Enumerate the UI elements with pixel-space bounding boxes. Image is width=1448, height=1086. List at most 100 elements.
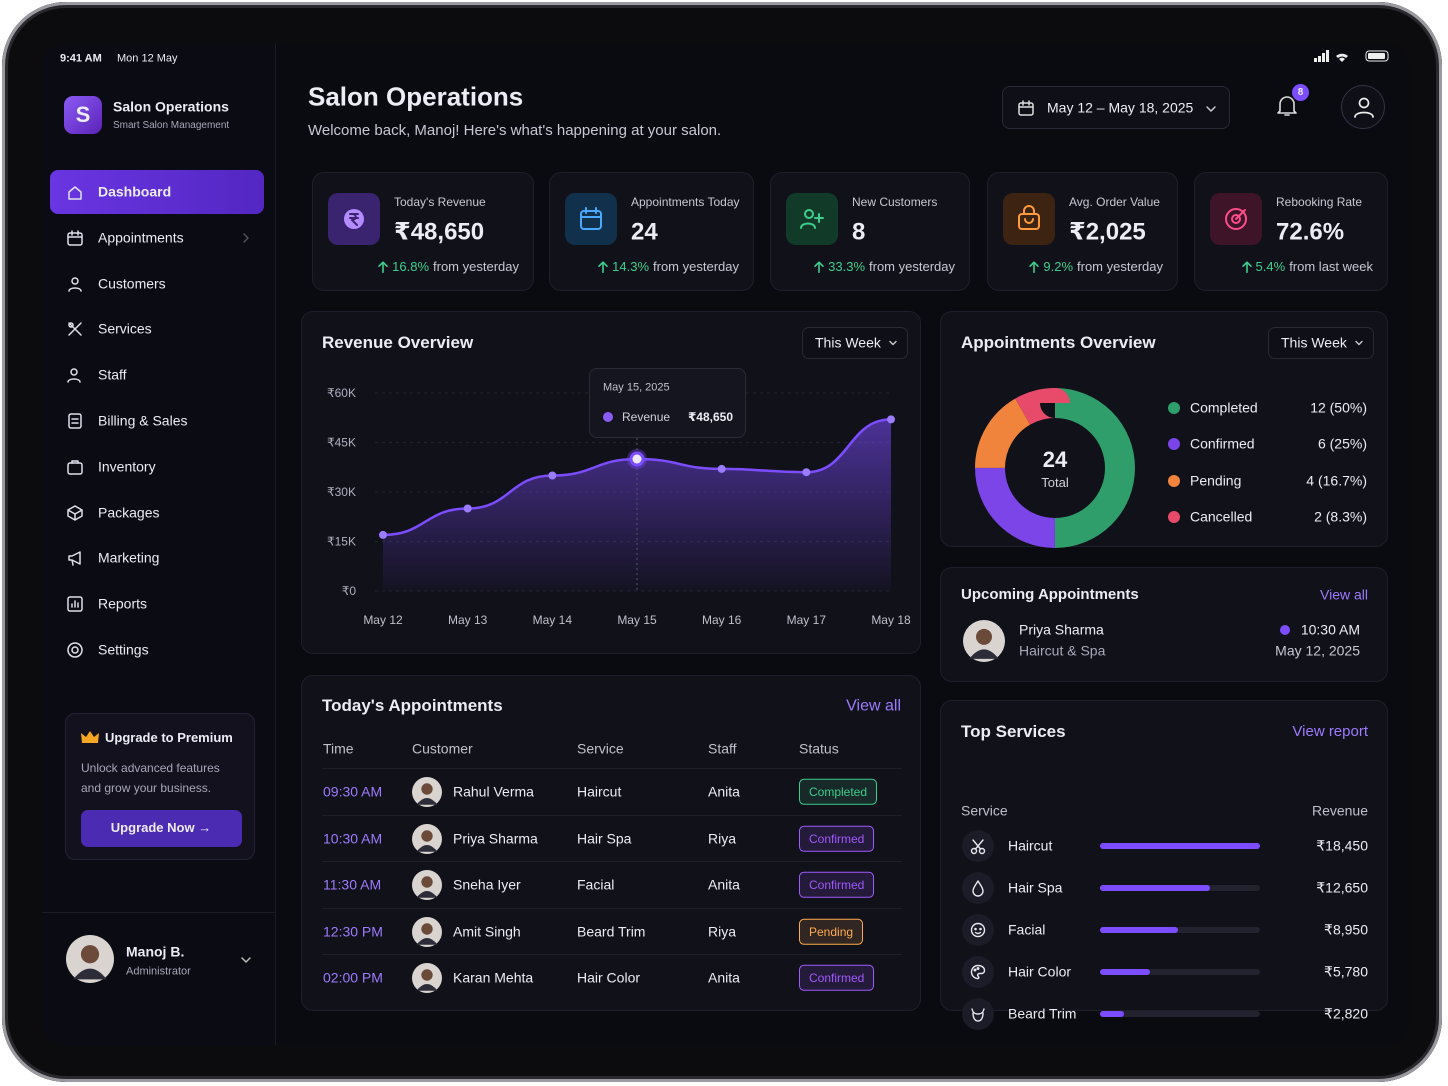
avatar	[412, 777, 442, 807]
nav-label: Customers	[98, 275, 166, 292]
nav-item[interactable]: Billing & Sales	[50, 399, 264, 443]
service-name: Hair Color	[1008, 963, 1072, 980]
nav-label: Packages	[98, 504, 160, 521]
stat-glyph	[344, 209, 364, 229]
service-revenue: ₹18,450	[1316, 837, 1368, 854]
profile-button[interactable]	[1341, 85, 1385, 129]
nav-item[interactable]: Appointments	[50, 216, 264, 260]
appointment-time: 10:30 AM	[1300, 621, 1360, 638]
staff: Anita	[708, 783, 740, 800]
column-header: Service	[577, 740, 624, 757]
bar	[1100, 927, 1178, 933]
up-arrow	[1029, 261, 1040, 273]
stat-value: ₹2,025	[1069, 218, 1146, 246]
nav-icon	[68, 276, 82, 292]
screen: 9:41 AM Mon 12 May S Salon Operations Smart …	[42, 44, 1409, 1045]
link[interactable]: View all	[1320, 586, 1368, 603]
area-fill	[383, 419, 891, 591]
stat-change-value: 9.2%	[1043, 259, 1074, 275]
stat-change-note: from yesterday	[1077, 259, 1163, 275]
avatar	[412, 963, 442, 993]
legend-dot	[1168, 474, 1180, 487]
divider	[42, 912, 275, 913]
bell-icon[interactable]	[1275, 94, 1299, 118]
stat-icon	[1210, 193, 1262, 245]
up-arrow	[378, 261, 388, 273]
nav-label: Settings	[98, 641, 149, 658]
upgrade-button[interactable]: Upgrade Now →	[81, 810, 242, 847]
nav-item[interactable]: Settings	[50, 628, 264, 672]
stat-change-note: from yesterday	[653, 259, 739, 275]
nav-item[interactable]: Services	[50, 307, 264, 351]
crown-icon	[81, 731, 99, 743]
stat-change-note: from yesterday	[869, 259, 955, 275]
filter-dropdown[interactable]: This Week	[1268, 327, 1374, 359]
column-header: Time	[323, 740, 354, 757]
legend-label: Pending	[1190, 472, 1242, 489]
filter-dropdown[interactable]: This Week	[802, 327, 908, 359]
card-title: Upcoming Appointments	[961, 586, 1139, 603]
filter-label: This Week	[1281, 334, 1347, 351]
avatar	[412, 916, 442, 947]
legend-value: 6 (25%)	[1317, 435, 1367, 452]
point	[887, 415, 895, 424]
nav-icon	[68, 551, 81, 567]
stat-icon	[328, 193, 380, 245]
x-tick-label: May 18	[871, 613, 911, 627]
nav-item[interactable]: Dashboard	[50, 170, 264, 214]
time-dot	[1280, 625, 1290, 635]
nav-label: Appointments	[98, 229, 184, 246]
status-icons	[1314, 50, 1389, 62]
page-subtitle: Welcome back, Manoj! Here's what's happe…	[308, 122, 722, 139]
link[interactable]: View all	[846, 697, 901, 715]
bar	[1100, 885, 1210, 891]
tooltip-dot	[603, 412, 613, 422]
point	[629, 451, 645, 467]
x-tick-label: May 12	[363, 613, 403, 627]
staff: Anita	[708, 969, 740, 986]
donut-segment	[975, 388, 1135, 548]
date-picker[interactable]: May 12 – May 18, 2025	[1002, 86, 1230, 129]
nav-item[interactable]: Inventory	[50, 445, 264, 489]
calendar-icon	[1018, 100, 1034, 116]
x-tick-label: May 14	[533, 613, 573, 627]
stat-change-value: 5.4%	[1255, 259, 1286, 275]
service-name: Haircut	[1008, 837, 1053, 854]
card-title: Revenue Overview	[322, 332, 474, 352]
link[interactable]: View report	[1292, 723, 1368, 740]
nav-item[interactable]: Marketing	[50, 536, 264, 580]
avatar	[412, 823, 442, 854]
stat-value: 24	[631, 218, 658, 246]
point	[548, 471, 557, 480]
service-glyph	[970, 964, 986, 980]
card-title: Today's Appointments	[322, 695, 503, 715]
column-header: Service	[961, 802, 1008, 819]
stat-label: Rebooking Rate	[1276, 194, 1363, 209]
stat-change-note: from yesterday	[433, 259, 519, 275]
bar-track	[1100, 1011, 1260, 1017]
nav-item[interactable]: Customers	[50, 262, 264, 306]
stat-change: 14.3% from yesterday	[598, 259, 739, 275]
stat-card: Appointments Today 24 14.3% from yesterday	[549, 172, 754, 291]
column-header: Revenue	[1311, 802, 1368, 819]
service-icon	[962, 914, 994, 946]
upgrade-title: Upgrade to Premium	[105, 730, 233, 746]
legend-dot	[1168, 438, 1180, 451]
service: Beard Trim	[577, 923, 646, 940]
todays-appointments-card: Today's Appointments View all Time Customer…	[301, 675, 921, 1011]
nav-label: Reports	[98, 595, 148, 612]
nav-label: Staff	[98, 366, 127, 383]
upgrade-card: Upgrade to Premium Unlock advanced featur…	[65, 713, 255, 860]
status-badge: Completed	[799, 778, 878, 806]
nav-item[interactable]: Packages	[50, 491, 264, 535]
customer-service: Haircut & Spa	[1019, 642, 1106, 659]
service-glyph	[971, 1008, 985, 1022]
nav-item[interactable]: Staff	[50, 353, 264, 397]
stat-change: 9.2% from yesterday	[1029, 259, 1163, 275]
y-tick-label: ₹15K	[327, 535, 356, 549]
filter-label: This Week	[815, 334, 881, 351]
nav-item[interactable]: Reports	[50, 582, 264, 626]
avatar	[66, 935, 114, 983]
stat-label: Today's Revenue	[394, 194, 486, 209]
